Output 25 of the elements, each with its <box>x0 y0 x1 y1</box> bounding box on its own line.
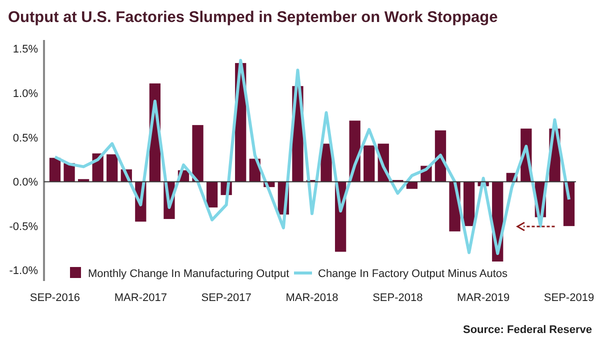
y-tick-label: 0.5% <box>12 132 38 144</box>
y-tick-label: 1.5% <box>12 44 38 56</box>
y-tick-label: 0.0% <box>12 176 38 189</box>
x-tick-label: SEP-2017 <box>201 292 252 304</box>
x-tick-label: MAR-2019 <box>457 292 510 304</box>
y-tick-label: 1.0% <box>12 88 38 100</box>
bar <box>78 179 90 182</box>
x-tick-label: SEP-2018 <box>372 292 423 304</box>
bar <box>49 158 61 182</box>
line-series <box>53 58 571 256</box>
legend-label: Monthly Change In Manufacturing Output <box>88 268 290 280</box>
y-tick-label: -0.5% <box>9 220 38 233</box>
y-tick-label: -1.0% <box>9 265 38 278</box>
chart-title: Output at U.S. Factories Slumped in September on Work Stoppage <box>8 9 498 26</box>
bar <box>206 182 218 208</box>
bar <box>106 154 118 182</box>
bar <box>463 182 475 226</box>
x-tick-label: SEP-2016 <box>30 292 80 304</box>
legend-label: Change In Factory Output Minus Autos <box>318 268 508 280</box>
source-note: Source: Federal Reserve <box>462 324 592 336</box>
bar <box>364 145 375 182</box>
x-tick-label: MAR-2017 <box>114 292 167 304</box>
x-tick-label: MAR-2018 <box>286 292 338 304</box>
bar <box>192 125 204 182</box>
x-tick-label: SEP-2019 <box>544 292 594 304</box>
